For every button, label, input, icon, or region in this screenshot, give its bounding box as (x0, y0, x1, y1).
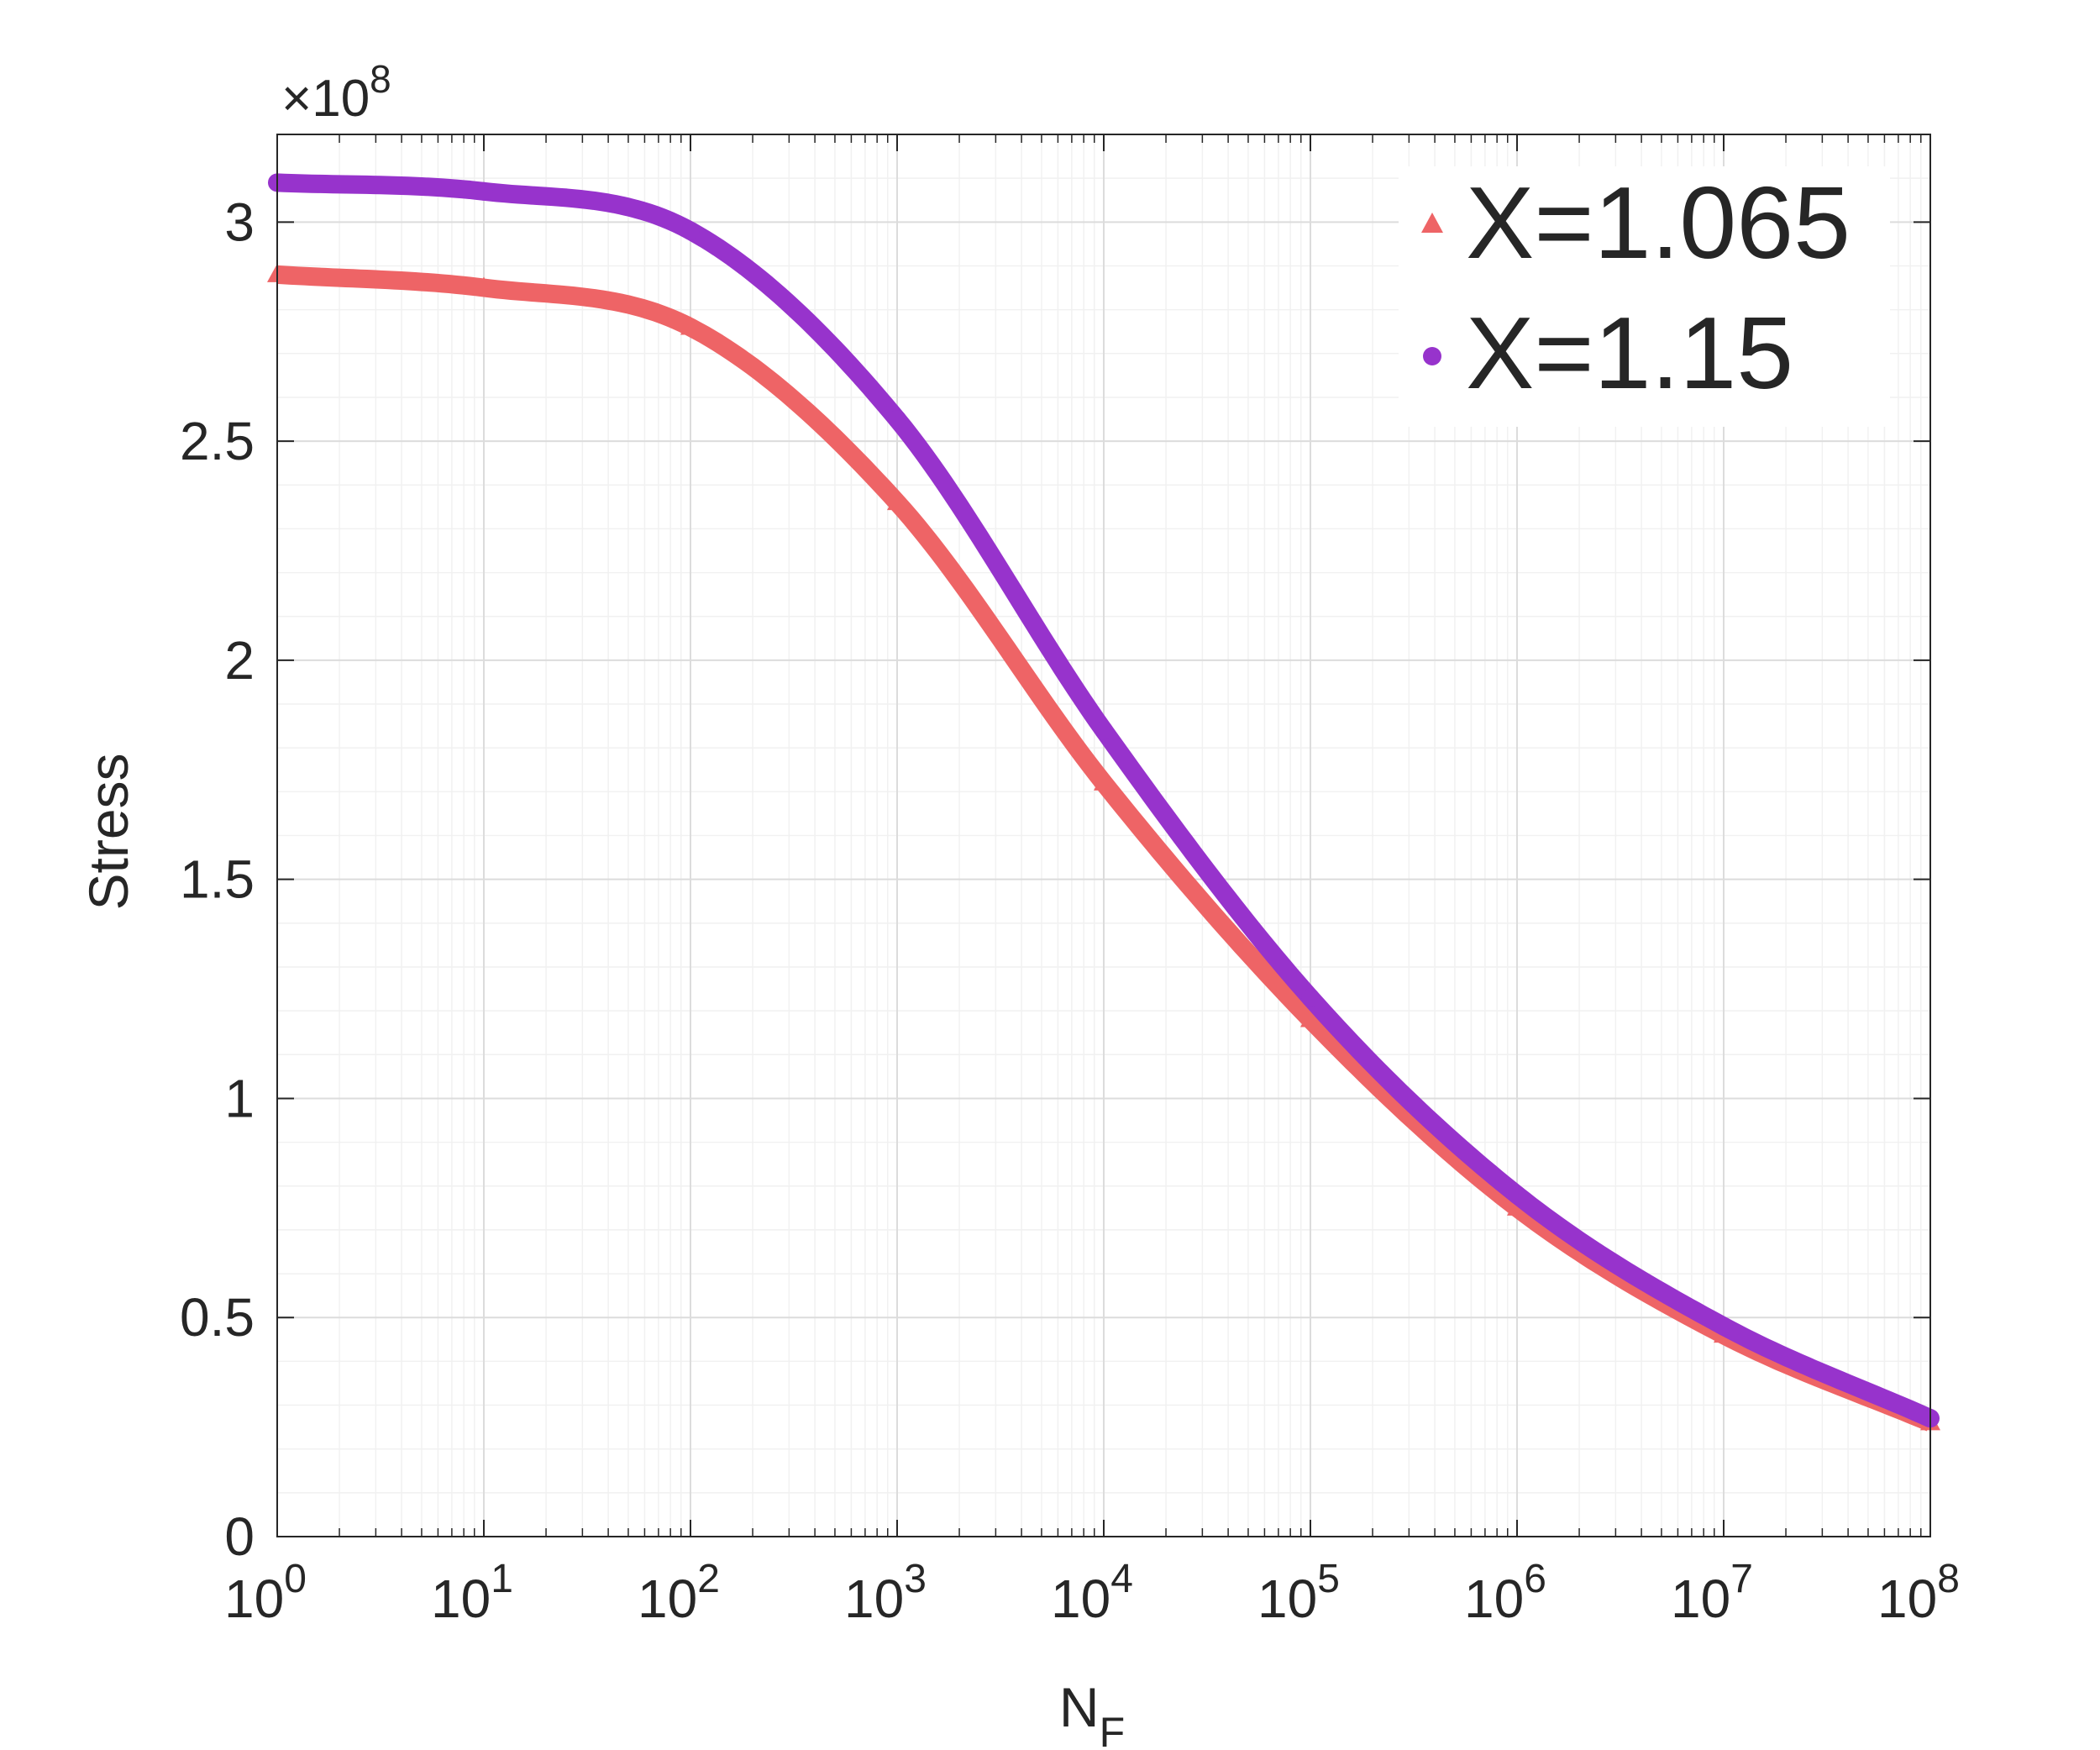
data-point (680, 316, 701, 335)
data-point (681, 221, 700, 240)
y-tick-label: 1.5 (180, 849, 255, 910)
y-tick-label: 2 (224, 630, 255, 691)
data-point (888, 410, 906, 429)
legend-box (1399, 166, 1890, 427)
legend-label-1: X=1.065 (1466, 166, 1851, 280)
legend-marker-1 (1421, 213, 1443, 233)
legend-marker-2 (1423, 347, 1441, 365)
data-point (1301, 988, 1320, 1007)
data-point (1508, 1185, 1526, 1205)
axis-ticks (276, 134, 1931, 1537)
x-tick-label: 101 (431, 1557, 513, 1629)
y-axis-exponent: ×108 (281, 57, 391, 128)
legend: X=1.065 X=1.15 (1399, 166, 1890, 427)
x-tick-label: 107 (1671, 1557, 1753, 1629)
data-point (1095, 721, 1113, 740)
x-tick-label: 102 (638, 1557, 720, 1629)
data-point (475, 181, 493, 201)
y-tick-labels: 0 0.5 1 1.5 2 2.5 3 (180, 192, 255, 1567)
legend-label-2: X=1.15 (1466, 296, 1793, 410)
y-tick-label: 1 (224, 1068, 255, 1128)
y-axis-label: Stress (77, 753, 139, 910)
y-tick-label: 0 (224, 1506, 255, 1567)
y-tick-label: 0.5 (180, 1287, 255, 1348)
x-tick-label: 104 (1051, 1557, 1133, 1629)
data-point (474, 276, 494, 296)
x-tick-label: 100 (224, 1557, 307, 1629)
x-tick-label: 108 (1877, 1557, 1960, 1629)
data-point (887, 491, 907, 511)
data-point (1300, 1008, 1320, 1027)
x-tick-labels: 100 101 102 103 104 105 106 107 108 (224, 1557, 1960, 1629)
data-point (1094, 771, 1114, 791)
x-axis-label: NF (1059, 1676, 1125, 1750)
series-layer (267, 173, 1940, 1432)
y-tick-label: 3 (224, 192, 255, 252)
data-point (1714, 1316, 1733, 1336)
y-tick-label: 2.5 (180, 411, 255, 471)
x-tick-label: 103 (844, 1557, 927, 1629)
x-tick-label: 106 (1464, 1557, 1546, 1629)
x-tick-label: 105 (1257, 1557, 1340, 1629)
